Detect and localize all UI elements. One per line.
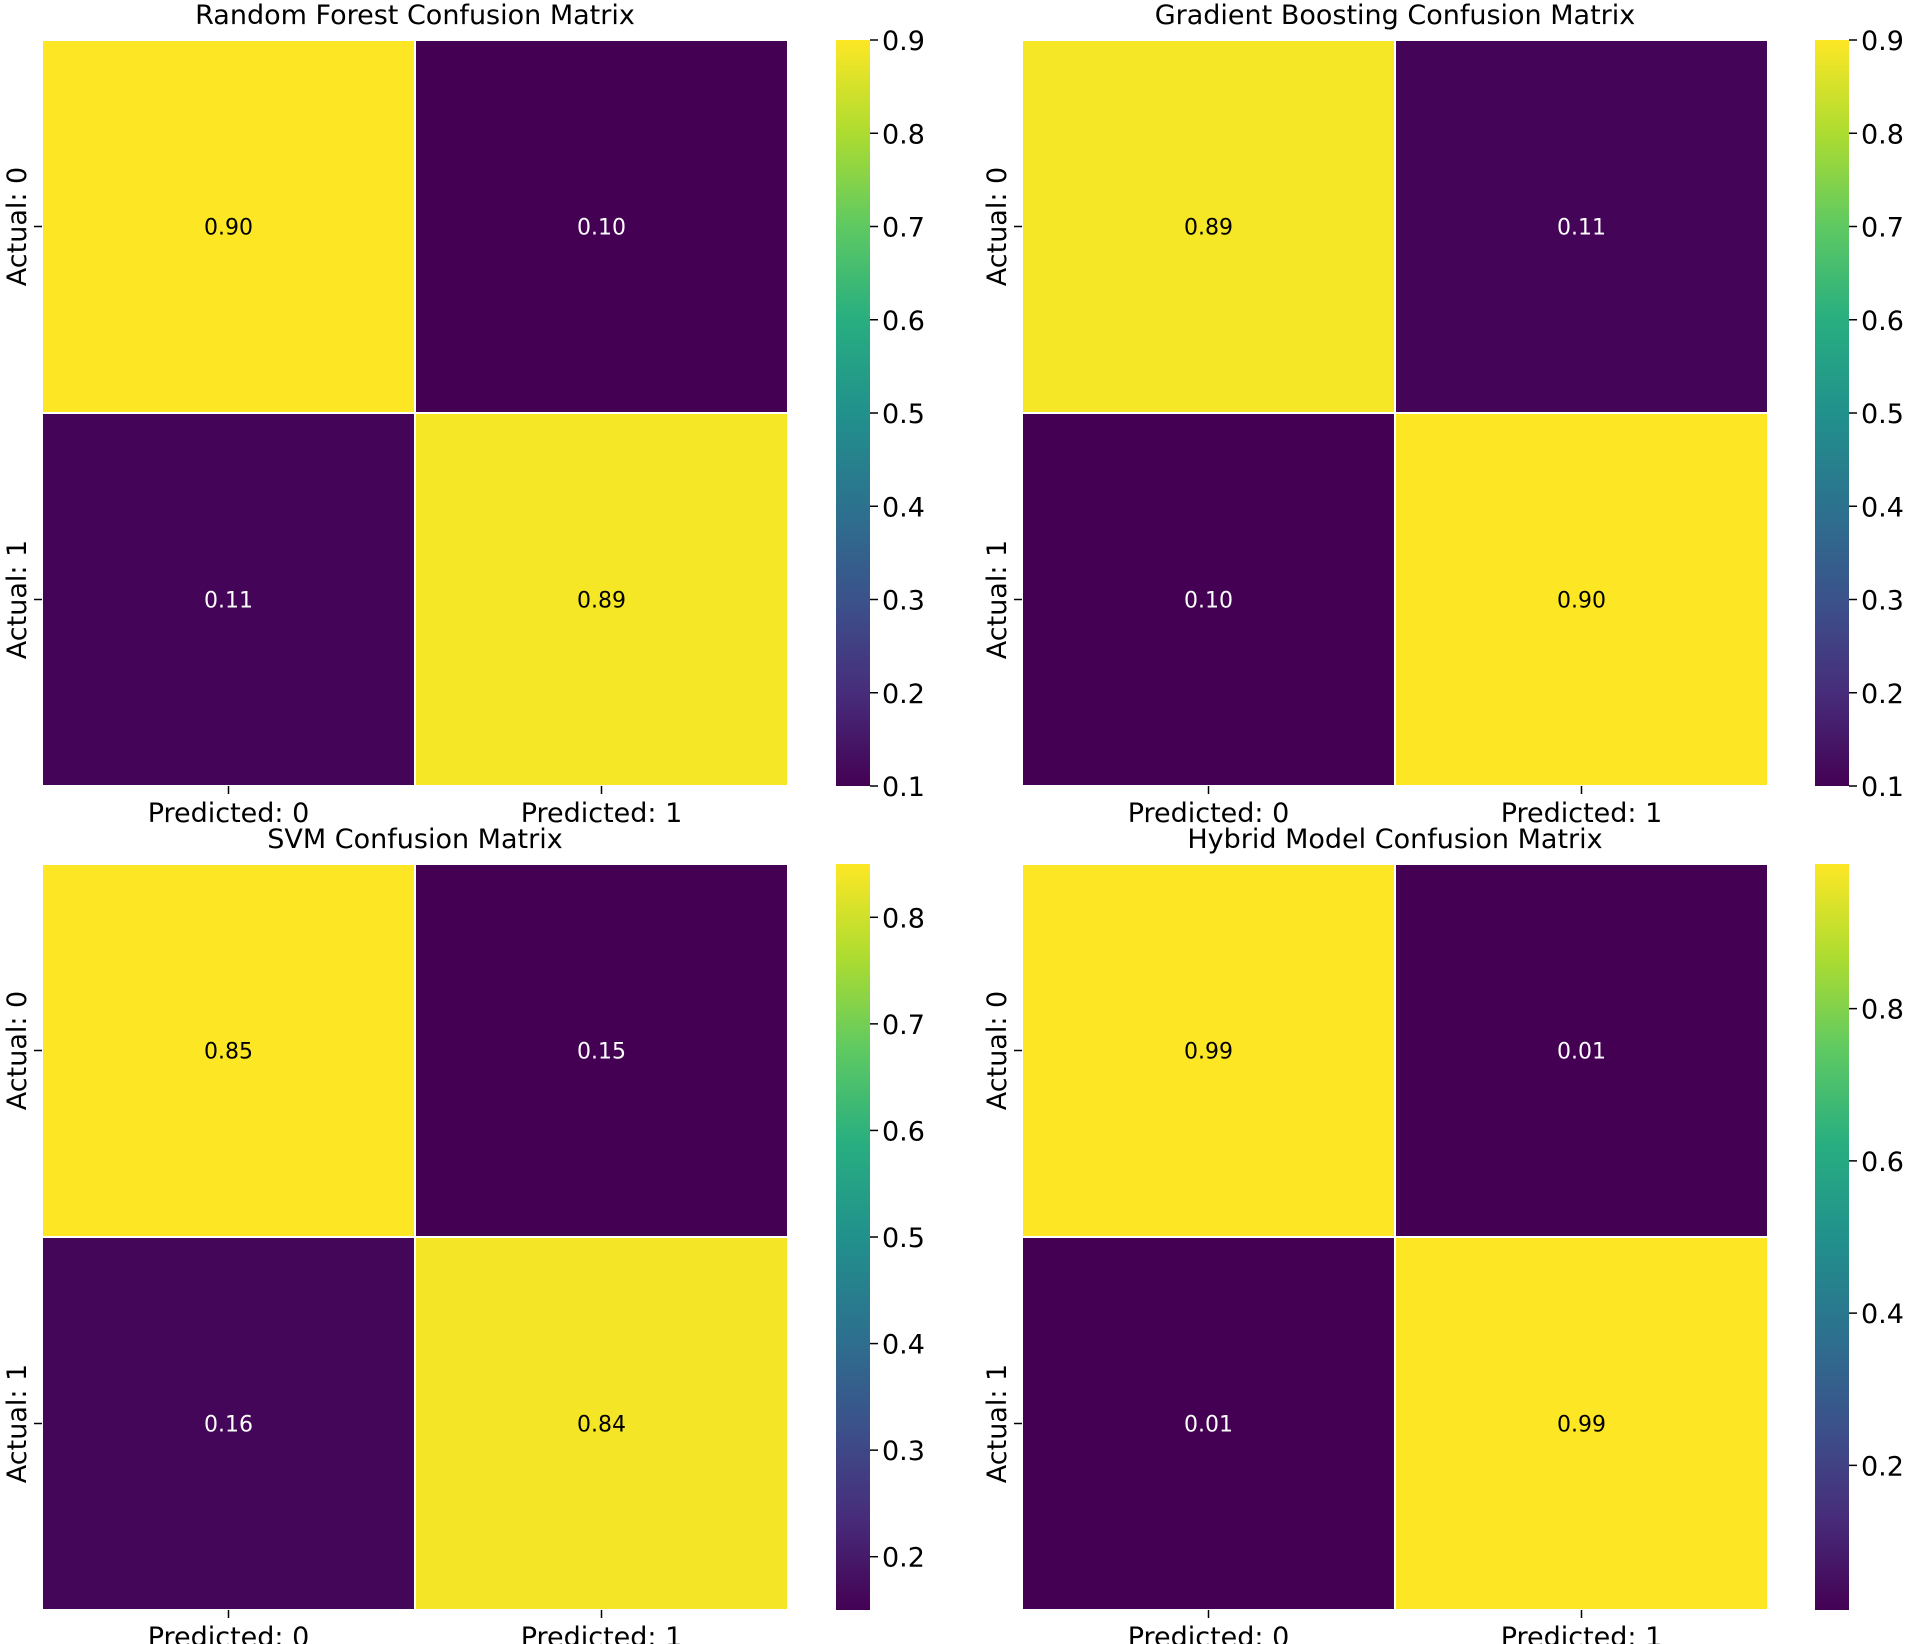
heatmap-cell — [414, 39, 789, 414]
heatmap-cell — [1394, 1236, 1769, 1611]
heatmap-cell — [414, 1236, 789, 1611]
colorbar-tick-label: 0.4 — [1861, 492, 1904, 523]
colorbar-tick-label: 0.6 — [882, 306, 925, 337]
heatmap-cell — [1394, 412, 1769, 787]
y-tick-label: Actual: 1 — [2, 540, 33, 659]
x-tick-label: Predicted: 0 — [148, 798, 310, 829]
cell-value-label: 0.01 — [1184, 1413, 1233, 1438]
y-tick-label: Actual: 1 — [982, 1364, 1013, 1483]
y-tick-label: Actual: 1 — [2, 1364, 33, 1483]
colorbar-tick-label: 0.7 — [882, 1010, 925, 1041]
y-tick-label: Actual: 0 — [982, 991, 1013, 1110]
cell-value-label: 0.10 — [1184, 589, 1233, 614]
colorbar-tick-label: 0.4 — [1861, 1299, 1904, 1330]
cell-value-label: 0.16 — [204, 1413, 253, 1438]
panel-title: SVM Confusion Matrix — [267, 824, 562, 855]
heatmap-cell — [1021, 39, 1396, 414]
colorbar — [1815, 864, 1849, 1610]
colorbar-tick-label: 0.1 — [882, 772, 925, 803]
colorbar — [836, 40, 870, 786]
y-tick-label: Actual: 0 — [982, 167, 1013, 286]
cell-value-label: 0.99 — [1184, 1040, 1233, 1065]
heatmap-panel-1: Random Forest Confusion Matrix 0.90 0.10 0.… — [2, 0, 925, 829]
colorbar-tick-label: 0.2 — [882, 679, 925, 710]
colorbar-tick-label: 0.6 — [1861, 306, 1904, 337]
cell-value-label: 0.15 — [577, 1040, 626, 1065]
colorbar-tick-label: 0.8 — [882, 119, 925, 150]
heatmap-cell — [1394, 863, 1769, 1238]
heatmap-cell — [41, 863, 416, 1238]
colorbar — [1815, 40, 1849, 786]
colorbar-tick-label: 0.8 — [882, 903, 925, 934]
cell-value-label: 0.11 — [204, 589, 253, 614]
cell-value-label: 0.99 — [1557, 1413, 1606, 1438]
colorbar-tick-label: 0.2 — [882, 1543, 925, 1574]
heatmap-cell — [414, 412, 789, 787]
y-tick-label: Actual: 0 — [2, 991, 33, 1110]
x-tick-label: Predicted: 1 — [521, 1622, 683, 1644]
colorbar-tick-label: 0.5 — [882, 399, 925, 430]
colorbar-tick-label: 0.4 — [882, 492, 925, 523]
colorbar-tick-label: 0.3 — [882, 1436, 925, 1467]
cell-value-label: 0.10 — [577, 216, 626, 241]
x-tick-label: Predicted: 0 — [1128, 1622, 1290, 1644]
cell-value-label: 0.01 — [1557, 1040, 1606, 1065]
heatmap-cell — [41, 412, 416, 787]
colorbar-tick-label: 0.3 — [1861, 586, 1904, 617]
colorbar-tick-label: 0.2 — [1861, 679, 1904, 710]
colorbar-tick-label: 0.2 — [1861, 1451, 1904, 1482]
x-tick-label: Predicted: 1 — [1501, 798, 1663, 829]
heatmap-cell — [41, 39, 416, 414]
panel-title: Random Forest Confusion Matrix — [195, 0, 635, 31]
colorbar-tick-label: 0.5 — [1861, 399, 1904, 430]
colorbar-tick-label: 0.6 — [882, 1116, 925, 1147]
cell-value-label: 0.85 — [204, 1040, 253, 1065]
cell-value-label: 0.90 — [204, 216, 253, 241]
panel-title: Hybrid Model Confusion Matrix — [1187, 824, 1602, 855]
colorbar-tick-label: 0.7 — [882, 213, 925, 244]
y-tick-label: Actual: 0 — [2, 167, 33, 286]
cell-value-label: 0.84 — [577, 1413, 626, 1438]
x-tick-label: Predicted: 0 — [1128, 798, 1290, 829]
heatmap-panel-2: Gradient Boosting Confusion Matrix 0.89 0.… — [982, 0, 1904, 829]
colorbar — [836, 864, 870, 1610]
y-tick-label: Actual: 1 — [982, 540, 1013, 659]
cell-value-label: 0.89 — [577, 589, 626, 614]
heatmap-cell — [1021, 1236, 1396, 1611]
colorbar-tick-label: 0.9 — [882, 26, 925, 57]
colorbar-tick-label: 0.6 — [1861, 1147, 1904, 1178]
colorbar-tick-label: 0.8 — [1861, 119, 1904, 150]
heatmap-cell — [1021, 863, 1396, 1238]
x-tick-label: Predicted: 0 — [148, 1622, 310, 1644]
cell-value-label: 0.11 — [1557, 216, 1606, 241]
heatmap-cell — [1021, 412, 1396, 787]
heatmap-cell — [41, 1236, 416, 1611]
colorbar-tick-label: 0.7 — [1861, 213, 1904, 244]
heatmap-panel-3: SVM Confusion Matrix 0.85 0.15 0.16 0.84 Pred… — [2, 824, 925, 1644]
x-tick-label: Predicted: 1 — [521, 798, 683, 829]
cell-value-label: 0.90 — [1557, 589, 1606, 614]
colorbar-tick-label: 0.4 — [882, 1330, 925, 1361]
heatmap-panel-4: Hybrid Model Confusion Matrix 0.99 0.01 0.0… — [982, 824, 1904, 1644]
cell-value-label: 0.89 — [1184, 216, 1233, 241]
x-tick-label: Predicted: 1 — [1501, 1622, 1663, 1644]
colorbar-tick-label: 0.8 — [1861, 995, 1904, 1026]
colorbar-tick-label: 0.9 — [1861, 26, 1904, 57]
colorbar-tick-label: 0.1 — [1861, 772, 1904, 803]
heatmap-cell — [414, 863, 789, 1238]
colorbar-tick-label: 0.3 — [882, 586, 925, 617]
colorbar-tick-label: 0.5 — [882, 1223, 925, 1254]
panel-title: Gradient Boosting Confusion Matrix — [1155, 0, 1636, 31]
